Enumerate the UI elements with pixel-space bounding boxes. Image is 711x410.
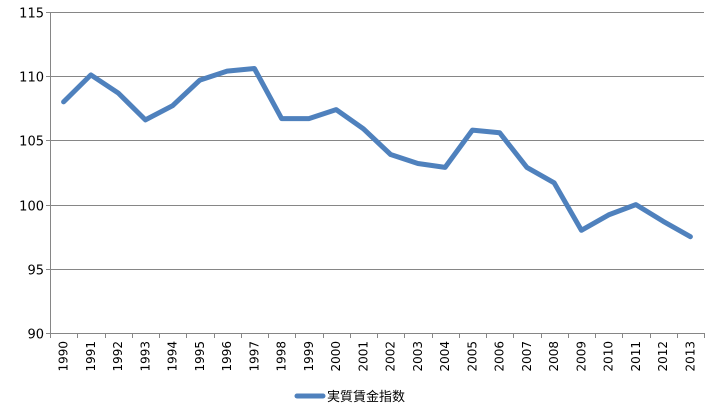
y-tick-label: 105 — [19, 135, 44, 150]
x-tick-label: 1995 — [193, 341, 207, 372]
x-tick-label: 2011 — [629, 341, 643, 372]
x-tick-label: 2006 — [493, 341, 507, 372]
x-tick-label: 1992 — [111, 341, 125, 372]
legend-label: 実質賃金指数 — [327, 389, 405, 405]
x-tick-label: 2013 — [683, 341, 697, 372]
x-tick-label: 2001 — [356, 341, 370, 372]
x-tick-label: 2002 — [384, 341, 398, 372]
series-line-0 — [61, 66, 693, 240]
x-tick-label: 2003 — [411, 341, 425, 372]
y-axis-tick-labels: 90 95 100 105 110 115 — [19, 7, 44, 343]
x-tick-label: 1994 — [166, 341, 180, 372]
x-tick-label: 1996 — [220, 341, 234, 372]
x-tick-label: 1991 — [84, 341, 98, 372]
y-tick-label: 100 — [19, 200, 44, 215]
x-tick-label: 2000 — [329, 341, 343, 372]
x-tick-label: 2010 — [602, 341, 616, 372]
x-tick-label: 2008 — [547, 341, 561, 372]
x-tick-label: 2007 — [520, 341, 534, 372]
x-tick-label: 1997 — [247, 341, 261, 372]
x-tick-label: 2004 — [438, 341, 452, 372]
x-tick-label: 2012 — [656, 341, 670, 372]
y-tick-label: 110 — [19, 71, 44, 86]
y-tick-label: 95 — [27, 264, 44, 279]
series-lines — [61, 66, 693, 240]
x-tick-label: 1998 — [275, 341, 289, 372]
x-tick-label: 2009 — [574, 341, 588, 372]
y-tick-label: 115 — [19, 7, 44, 22]
x-tick-label: 1990 — [57, 341, 71, 372]
x-tick-label: 2005 — [465, 341, 479, 372]
x-tick-label: 1999 — [302, 341, 316, 372]
legend: 実質賃金指数 — [294, 389, 405, 405]
x-tick-label: 1993 — [138, 341, 152, 372]
y-tick-label: 90 — [27, 328, 44, 343]
x-axis-tick-labels: 1990 1991 1992 1993 1994 1995 1996 1997 1998 1999… — [57, 341, 698, 372]
axes — [46, 12, 705, 338]
